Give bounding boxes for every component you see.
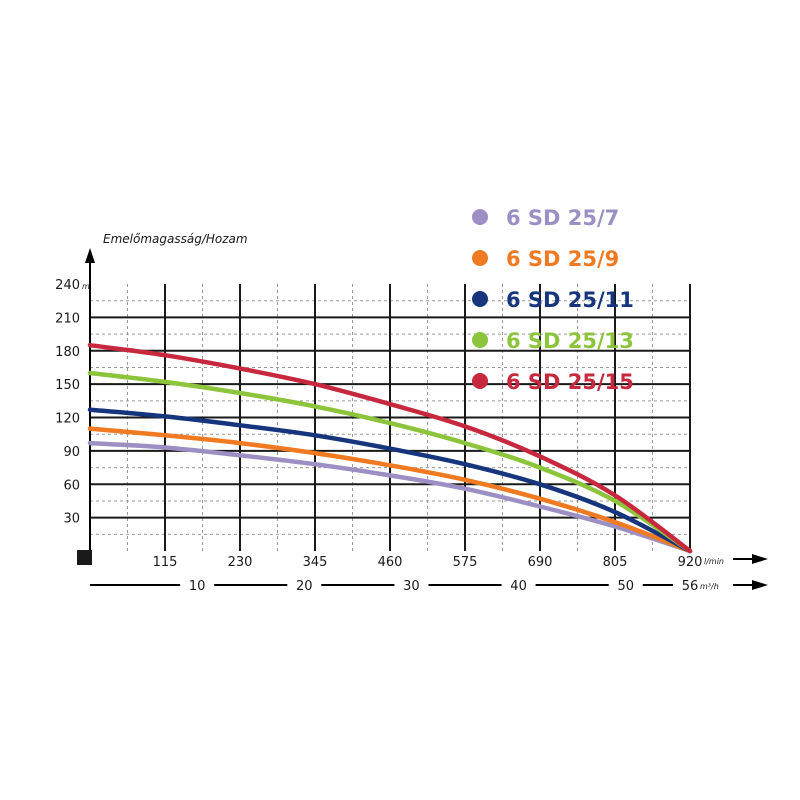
y-tick-label: 210	[55, 311, 80, 326]
legend-marker-4	[472, 332, 488, 348]
x-tick-label: 115	[153, 555, 178, 570]
legend-marker-5	[472, 373, 488, 389]
x-tick-label: 230	[228, 555, 253, 570]
y-tick-label: 120	[55, 412, 80, 427]
series-curves	[87, 342, 693, 554]
x-tick-label: 345	[303, 555, 328, 570]
series-curve-4	[87, 370, 693, 554]
m3h-tick-label: 20	[296, 579, 313, 594]
legend-label-3: 6 SD 25/11	[506, 288, 634, 312]
y-tick-label: 240	[55, 278, 80, 293]
series-curve-5	[87, 342, 693, 554]
x-unit-m3h: m³/h	[700, 582, 719, 591]
y-tick-label: 150	[55, 378, 80, 393]
y-tick-label: 60	[63, 478, 80, 493]
legend-marker-3	[472, 291, 488, 307]
m3h-scale: 10 20 30 40 50 56 m³/h	[90, 579, 719, 594]
x-tick-label: 460	[378, 555, 403, 570]
origin-marker	[77, 550, 92, 565]
x-axis-lmin-arrow-icon	[752, 554, 768, 564]
m3h-tick-label: 40	[510, 579, 527, 594]
x-tick-labels: 115 230 345 460 575 690 805 920 l/min	[153, 555, 724, 570]
y-axis-arrow-icon	[85, 248, 95, 263]
y-axis: Emelőmagasság/Hozam	[85, 232, 248, 551]
y-tick-label: 90	[63, 445, 80, 460]
y-tick-labels: 30 60 90 120 150 180 210 240 m	[55, 278, 90, 527]
x-tick-label: 805	[603, 555, 628, 570]
y-axis-title: Emelőmagasság/Hozam	[103, 232, 248, 246]
series-curve-1	[87, 440, 693, 554]
legend: 6 SD 25/7 6 SD 25/9 6 SD 25/11 6 SD 25/13 6 …	[472, 206, 634, 394]
legend-marker-1	[472, 209, 488, 225]
x-axis-m3h-arrow-icon	[752, 580, 768, 590]
y-unit-label: m	[82, 282, 90, 291]
legend-label-5: 6 SD 25/15	[506, 370, 634, 394]
y-tick-label: 180	[55, 345, 80, 360]
legend-label-1: 6 SD 25/7	[506, 206, 619, 230]
x-tick-label: 690	[528, 555, 553, 570]
m3h-tick-label: 10	[189, 579, 206, 594]
m3h-tick-label: 56	[682, 579, 699, 594]
legend-label-2: 6 SD 25/9	[506, 247, 619, 271]
legend-label-4: 6 SD 25/13	[506, 329, 634, 353]
legend-marker-2	[472, 250, 488, 266]
x-tick-label: 575	[453, 555, 478, 570]
x-tick-label: 920	[678, 555, 703, 570]
x-axis	[77, 550, 768, 590]
series-curve-3	[87, 407, 693, 554]
x-unit-lmin: l/min	[704, 557, 724, 566]
m3h-tick-label: 50	[617, 579, 634, 594]
series-curve-2	[87, 426, 693, 554]
m3h-tick-label: 30	[403, 579, 420, 594]
y-tick-label: 30	[63, 512, 80, 527]
